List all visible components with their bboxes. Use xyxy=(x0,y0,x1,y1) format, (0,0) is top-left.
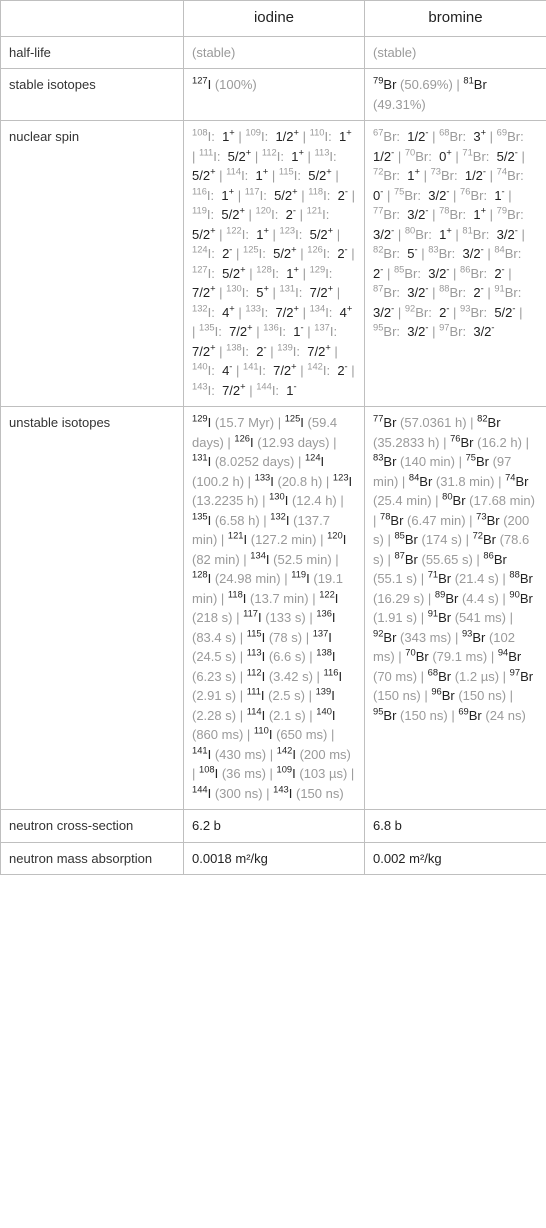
header-blank xyxy=(1,1,184,37)
isotope-table: iodine bromine half-life (stable) (stabl… xyxy=(0,0,546,875)
xsection-iodine: 6.2 b xyxy=(184,810,365,843)
spin-iodine: 108I: 1+ | 109I: 1/2+ | 110I: 1+ | 111I:… xyxy=(184,121,365,407)
unstable-row: unstable isotopes 129I (15.7 Myr) | 125I… xyxy=(1,407,546,810)
header-bromine: bromine xyxy=(365,1,546,37)
unstable-label: unstable isotopes xyxy=(1,407,184,810)
halflife-row: half-life (stable) (stable) xyxy=(1,36,546,69)
stable-bromine: 79Br (50.69%) | 81Br (49.31%) xyxy=(365,69,546,121)
header-iodine: iodine xyxy=(184,1,365,37)
xsection-label: neutron cross-section xyxy=(1,810,184,843)
massabs-iodine: 0.0018 m²/kg xyxy=(184,842,365,875)
xsection-bromine: 6.8 b xyxy=(365,810,546,843)
unstable-bromine: 77Br (57.0361 h) | 82Br (35.2833 h) | 76… xyxy=(365,407,546,810)
spin-bromine: 67Br: 1/2- | 68Br: 3+ | 69Br: 1/2- | 70B… xyxy=(365,121,546,407)
header-row: iodine bromine xyxy=(1,1,546,37)
xsection-row: neutron cross-section 6.2 b 6.8 b xyxy=(1,810,546,843)
massabs-bromine: 0.002 m²/kg xyxy=(365,842,546,875)
unstable-iodine: 129I (15.7 Myr) | 125I (59.4 days) | 126… xyxy=(184,407,365,810)
stable-label: stable isotopes xyxy=(1,69,184,121)
halflife-iodine: (stable) xyxy=(184,36,365,69)
massabs-row: neutron mass absorption 0.0018 m²/kg 0.0… xyxy=(1,842,546,875)
stable-row: stable isotopes 127I (100%) 79Br (50.69%… xyxy=(1,69,546,121)
spin-row: nuclear spin 108I: 1+ | 109I: 1/2+ | 110… xyxy=(1,121,546,407)
stable-iodine: 127I (100%) xyxy=(184,69,365,121)
spin-label: nuclear spin xyxy=(1,121,184,407)
halflife-label: half-life xyxy=(1,36,184,69)
halflife-bromine: (stable) xyxy=(365,36,546,69)
massabs-label: neutron mass absorption xyxy=(1,842,184,875)
